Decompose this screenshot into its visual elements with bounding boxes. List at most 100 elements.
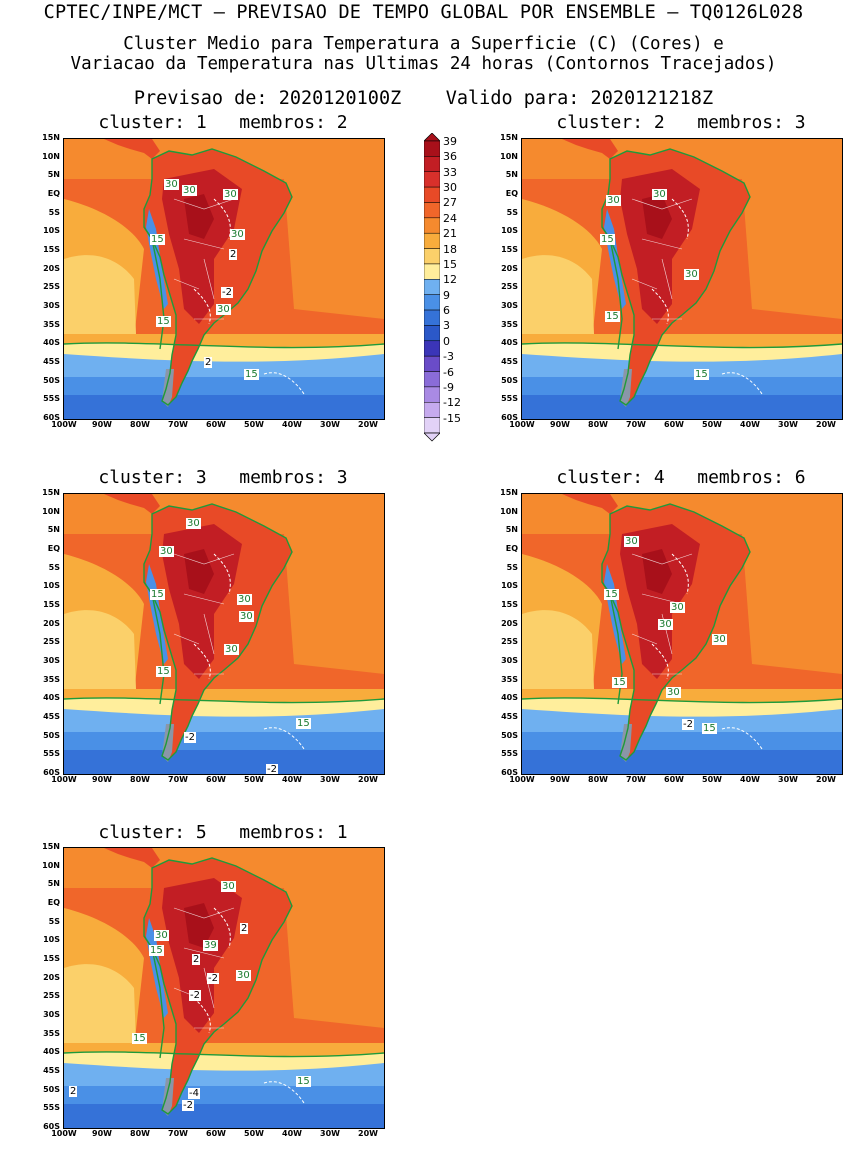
band-9c (522, 732, 842, 752)
map-cluster-5: 30 2 30 39 15 2 -2 30 -2 15 2 15 -4 -2 (63, 847, 385, 1129)
contour-15-south (522, 697, 842, 704)
contour-15-andes (143, 935, 165, 1059)
latitude-label: 40S (43, 693, 60, 703)
latitude-label: 45S (43, 1066, 60, 1075)
contour-label: 30 (237, 594, 252, 605)
latitude-label: 15N (500, 133, 518, 142)
latitude-label: 15S (43, 600, 60, 609)
longitude-label: 70W (626, 420, 646, 429)
band-pacific-cool (64, 610, 136, 689)
latitude-label: EQ (47, 544, 60, 553)
colorbar-level-label: 6 (443, 304, 450, 318)
band-atlantic (742, 524, 842, 674)
band-6c (522, 395, 842, 419)
latitude-label: 55S (43, 394, 60, 404)
longitude-label: 60W (206, 775, 226, 784)
contour-label: 30 (624, 536, 639, 547)
latitude-label: 15N (42, 842, 60, 851)
contour-label: 30 (230, 229, 245, 240)
longitude-label: 100W (509, 775, 535, 784)
map-cluster-3: 30 30 15 30 30 30 15 15 -2 -2 (63, 493, 385, 775)
contour-15-south (64, 697, 384, 704)
latitude-label: 35S (501, 674, 518, 684)
contour-label: 30 (670, 602, 685, 613)
latitude-label: 55S (43, 749, 60, 759)
colorbar-swatch (424, 309, 440, 326)
longitude-label: 30W (778, 420, 798, 429)
central-america-land (562, 139, 618, 159)
temperature-field (64, 139, 384, 419)
contour-30-outline (601, 148, 751, 406)
contour-label: 30 (164, 179, 179, 190)
latitude-label: 10N (42, 860, 60, 870)
latitude-label: 35S (501, 319, 518, 329)
contour-label: -4 (188, 1088, 200, 1099)
colorbar-level-label: 0 (443, 334, 450, 348)
latitude-label: 35S (43, 1028, 60, 1038)
contour-label: 15 (296, 1076, 311, 1087)
latitude-label: 20S (501, 618, 518, 628)
latitude-label: 50S (501, 730, 518, 740)
band-pacific-cool (64, 964, 136, 1043)
longitude-label: 70W (168, 1129, 188, 1138)
temperature-field (64, 848, 384, 1128)
longitude-label: 50W (244, 775, 264, 784)
latitude-label: 5S (506, 562, 518, 572)
colorbar-swatch (424, 232, 440, 249)
colorbar-level-label: 30 (443, 181, 457, 195)
longitude-label: 100W (51, 1129, 77, 1138)
colorbar-level-label: 3 (443, 319, 450, 333)
latitude-label: 45S (501, 712, 518, 721)
band-pacific-cool (64, 255, 136, 334)
latitude-label: 25S (501, 282, 518, 292)
latitude-label: 55S (501, 749, 518, 759)
contour-15-andes (143, 581, 165, 705)
colorbar-level-label: -12 (443, 396, 461, 410)
latitude-label: 10S (43, 581, 60, 591)
colorbar-swatch (424, 156, 440, 172)
contour-15-andes (143, 226, 165, 350)
colorbar-level-label: 33 (443, 165, 457, 179)
latitude-label: 60S (501, 768, 518, 777)
latitude-label: 15S (43, 954, 60, 963)
contour-label: -2 (682, 719, 694, 730)
country-borders (173, 907, 235, 1029)
latitude-label: 5N (47, 879, 60, 889)
latitude-label: 25S (501, 637, 518, 647)
latitude-label: 30S (501, 301, 518, 310)
contour-15-south (64, 342, 384, 349)
latitude-label: 50S (501, 375, 518, 385)
change-contours (193, 907, 305, 1104)
latitude-label: 5N (505, 170, 518, 180)
latitude-label: 15S (43, 245, 60, 254)
temperature-field (522, 494, 842, 774)
contour-label: 30 (236, 970, 251, 981)
latitude-label: 5N (47, 170, 60, 180)
latitude-label: EQ (505, 189, 518, 198)
latitude-label: 20S (43, 618, 60, 628)
longitude-label: 30W (778, 775, 798, 784)
change-contours (651, 553, 763, 750)
longitude-label: 50W (244, 420, 264, 429)
longitude-label: 40W (282, 420, 302, 429)
contour-label: 30 (606, 195, 621, 206)
longitude-label: 60W (206, 1129, 226, 1138)
latitude-label: 60S (501, 413, 518, 422)
band-12c (522, 354, 842, 379)
longitude-label: 40W (740, 775, 760, 784)
longitude-label: 20W (358, 420, 378, 429)
latitude-label: 15N (42, 488, 60, 497)
latitude-label: 5N (47, 525, 60, 535)
contour-15-south (64, 1051, 384, 1058)
latitude-label: 30S (43, 301, 60, 310)
colorbar-level-label: 18 (443, 242, 457, 256)
contour-30-outline (601, 503, 751, 761)
forecast-dates: Previsao de: 2020120100Z Valido para: 20… (133, 88, 714, 109)
longitude-label: 20W (358, 1129, 378, 1138)
longitude-label: 100W (509, 420, 535, 429)
colorbar-level-label: 21 (443, 227, 457, 241)
latitude-label: 60S (43, 768, 60, 777)
colorbar-swatch (424, 325, 440, 342)
latitude-label: EQ (47, 898, 60, 907)
latitude-label: 50S (43, 730, 60, 740)
